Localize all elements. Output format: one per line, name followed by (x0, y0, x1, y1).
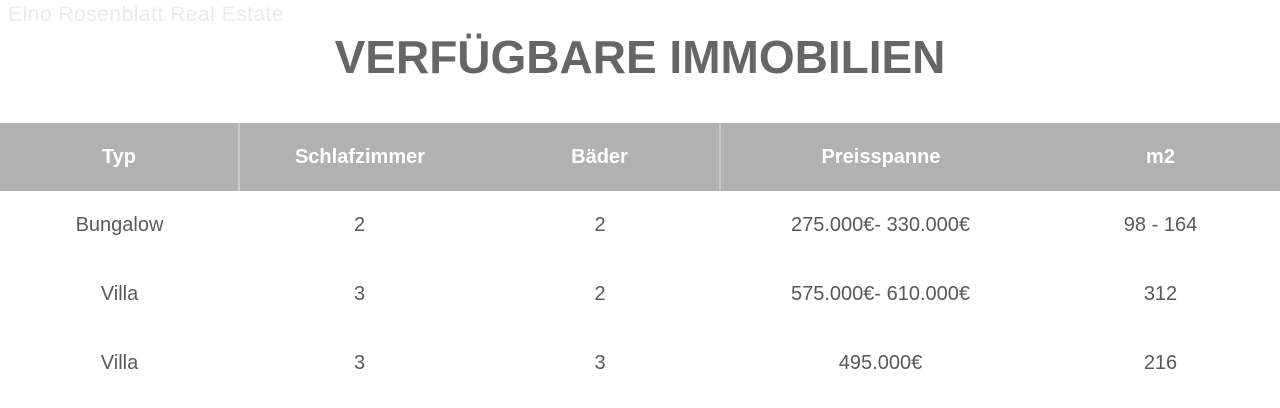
page-title: VERFÜGBARE IMMOBILIEN (334, 30, 946, 83)
table-header-row: Typ Schlafzimmer Bäder Preisspanne m2 (0, 123, 1280, 191)
cell-schlafzimmer: 2 (353, 214, 366, 236)
cell-baeder: 3 (594, 352, 606, 374)
table-row: Villa 3 2 575.000€- 610.000€ 312 (0, 260, 1280, 329)
table-row: Bungalow 2 2 275.000€- 330.000€ 98 - 164 (0, 191, 1280, 260)
cell-typ: Bungalow (75, 214, 164, 236)
cell-baeder: 2 (594, 214, 606, 236)
cell-m2: 312 (1143, 283, 1178, 305)
column-header-preisspanne: Preisspanne (720, 123, 1041, 191)
cell-schlafzimmer: 3 (353, 283, 366, 305)
cell-baeder: 2 (594, 283, 606, 305)
column-header-baeder: Bäder (480, 123, 721, 191)
properties-table: Typ Schlafzimmer Bäder Preisspanne m2 Bu… (0, 123, 1280, 398)
cell-typ: Villa (100, 352, 139, 374)
cell-preisspanne: 575.000€- 610.000€ (790, 283, 971, 305)
cell-m2: 98 - 164 (1123, 214, 1198, 236)
column-header-schlafzimmer: Schlafzimmer (239, 123, 480, 191)
cell-m2: 216 (1143, 352, 1178, 374)
column-header-typ: Typ (0, 123, 240, 191)
cell-preisspanne: 275.000€- 330.000€ (790, 214, 971, 236)
table-row: Villa 3 3 495.000€ 216 (0, 329, 1280, 398)
cell-preisspanne: 495.000€ (838, 352, 923, 374)
brand-watermark: Elno Rosenblatt Real Estate (8, 3, 285, 26)
cell-typ: Villa (100, 283, 139, 305)
column-header-m2: m2 (1041, 123, 1280, 191)
cell-schlafzimmer: 3 (353, 352, 366, 374)
title-area: VERFÜGBARE IMMOBILIEN (0, 0, 1280, 123)
